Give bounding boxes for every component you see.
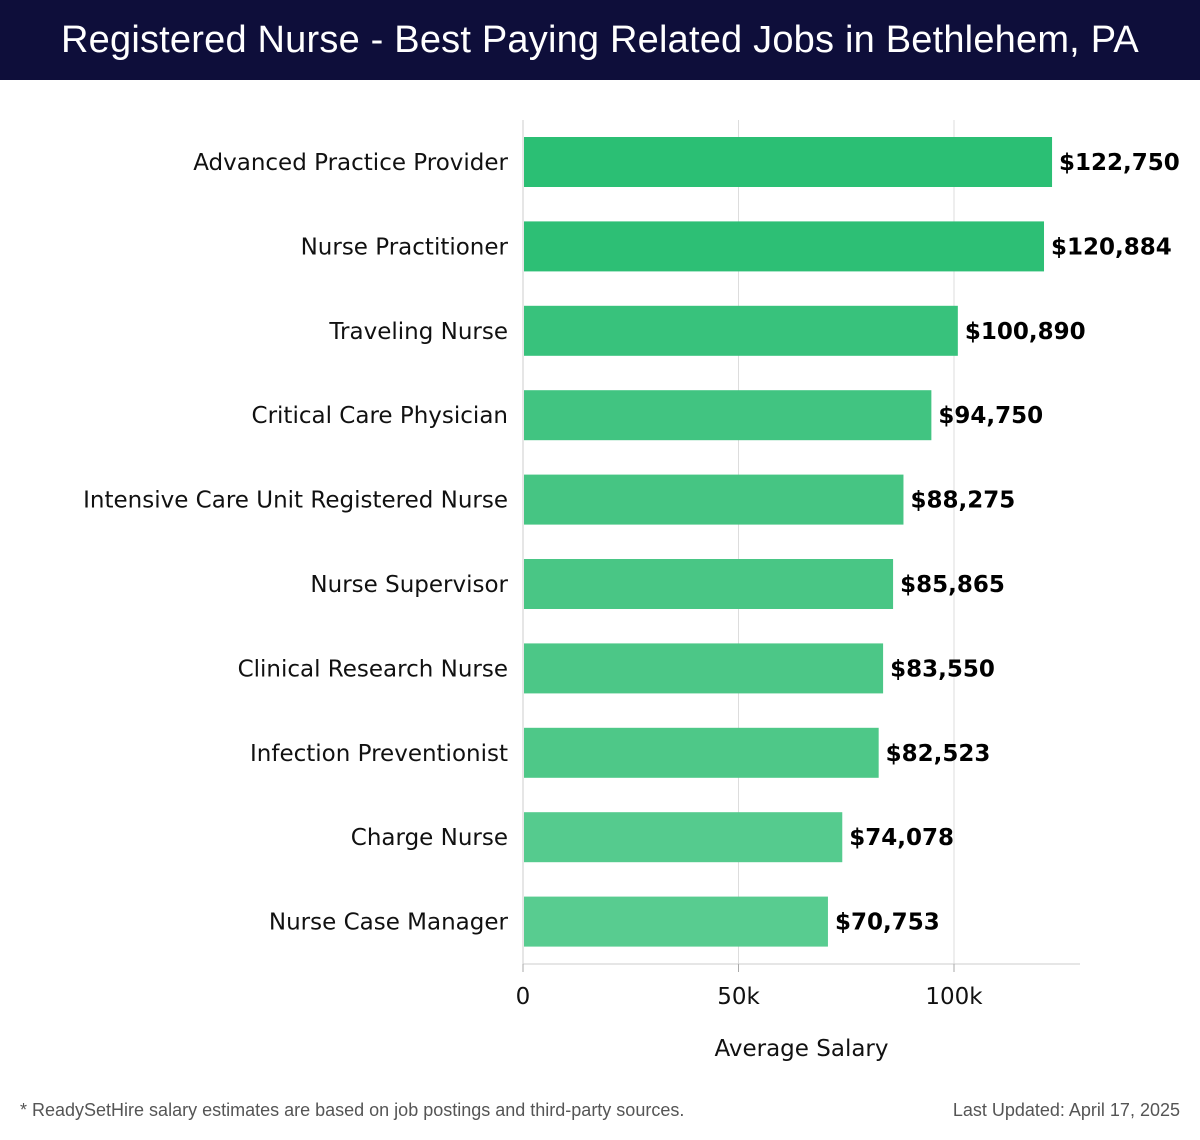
x-axis-title: Average Salary — [714, 1036, 888, 1062]
bar — [524, 727, 879, 778]
bar — [524, 896, 828, 947]
value-label: $74,078 — [849, 825, 954, 851]
category-label: Intensive Care Unit Registered Nurse — [83, 488, 508, 514]
category-label: Nurse Supervisor — [310, 572, 508, 598]
bar — [524, 643, 884, 694]
value-label: $100,890 — [965, 319, 1086, 345]
value-label: $83,550 — [890, 656, 995, 682]
value-label: $88,275 — [910, 488, 1015, 514]
bar-chart: Advanced Practice Provider $122,750 Nurse … — [83, 120, 1180, 1062]
chart-header: Registered Nurse - Best Paying Related J… — [0, 0, 1200, 80]
last-updated: Last Updated: April 17, 2025 — [952, 1100, 1180, 1120]
value-label: $94,750 — [938, 403, 1043, 429]
value-label: $82,523 — [886, 741, 991, 767]
value-label: $122,750 — [1059, 150, 1180, 176]
bar — [524, 221, 1045, 272]
source-note: * ReadySetHire salary estimates are base… — [20, 1100, 685, 1120]
category-label: Advanced Practice Provider — [193, 150, 508, 176]
x-tick-label: 100k — [925, 984, 983, 1010]
category-label: Traveling Nurse — [328, 319, 508, 345]
bar — [524, 137, 1053, 187]
category-label: Nurse Practitioner — [301, 234, 509, 260]
x-tick-label: 0 — [516, 984, 531, 1010]
bar — [524, 390, 932, 441]
category-label: Charge Nurse — [351, 825, 508, 851]
bar — [524, 559, 894, 609]
x-tick-label: 50k — [717, 984, 760, 1010]
category-label: Critical Care Physician — [252, 403, 508, 429]
value-label: $85,865 — [900, 572, 1005, 598]
category-label: Nurse Case Manager — [269, 910, 509, 936]
value-label: $70,753 — [835, 910, 940, 936]
chart-title: Registered Nurse - Best Paying Related J… — [61, 18, 1139, 61]
bar — [524, 474, 904, 525]
bar — [524, 305, 958, 356]
bar — [524, 812, 843, 863]
category-label: Clinical Research Nurse — [238, 656, 508, 682]
category-label: Infection Preventionist — [250, 741, 508, 767]
value-label: $120,884 — [1051, 234, 1172, 260]
